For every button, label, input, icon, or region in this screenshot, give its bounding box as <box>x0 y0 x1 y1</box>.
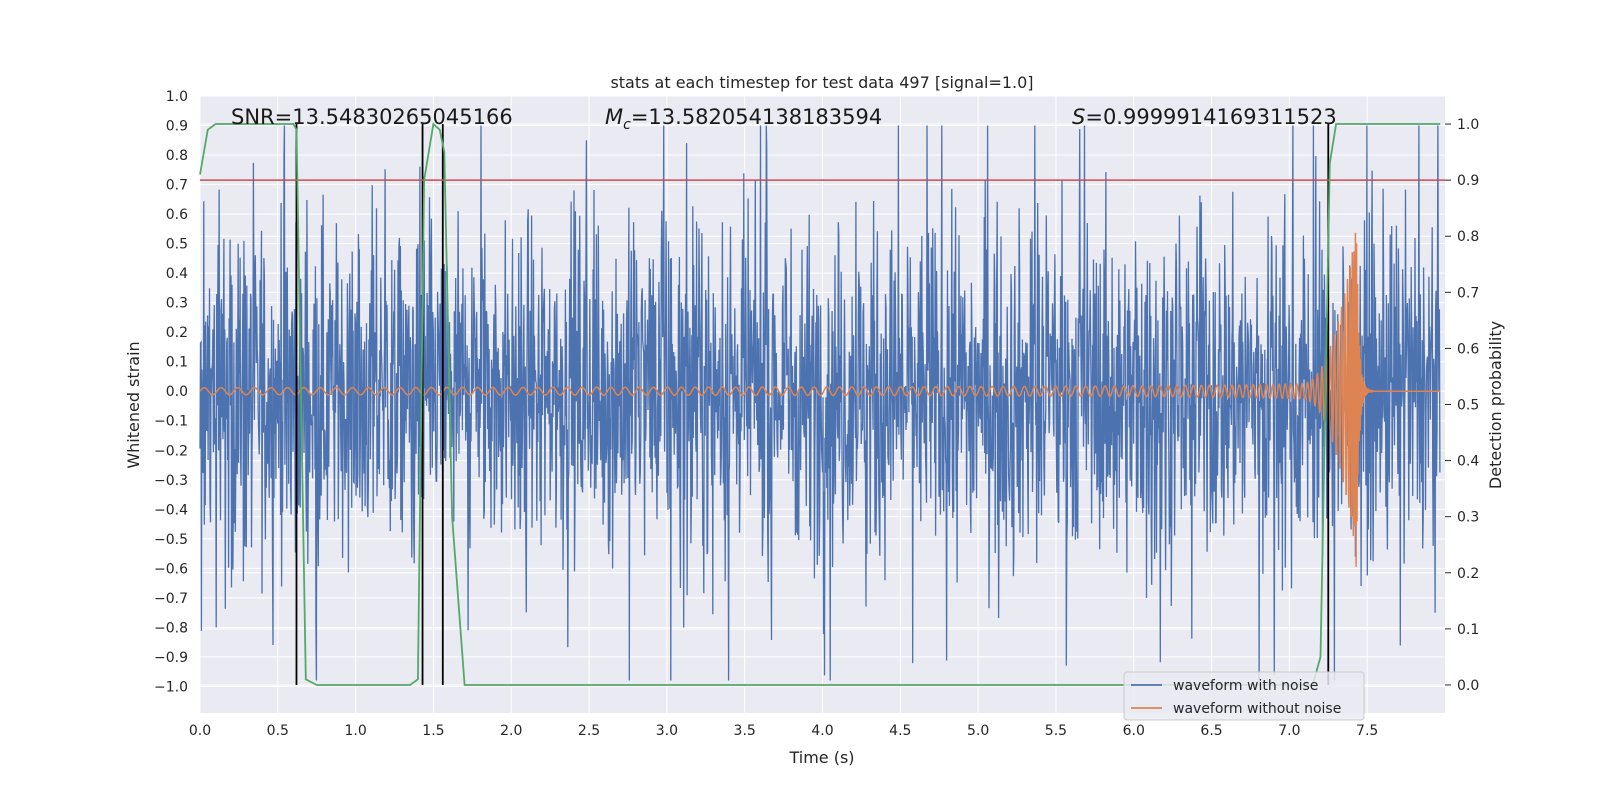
y-tick-label: −0.7 <box>154 591 188 607</box>
y-tick-label: −0.2 <box>154 443 188 459</box>
y-tick-label: 0.4 <box>166 266 188 282</box>
x-tick-label: 1.5 <box>422 723 444 739</box>
y2-tick-label: 0.1 <box>1457 622 1479 638</box>
snr-annotation: SNR=13.54830265045166 <box>231 105 513 129</box>
x-tick-label: 1.0 <box>344 723 366 739</box>
y-tick-label: −0.1 <box>154 414 188 430</box>
noise-waveform-line <box>199 125 1441 681</box>
chirp-waveform-line <box>199 232 1441 567</box>
x-tick-label: 5.0 <box>967 723 989 739</box>
x-tick-label: 0.5 <box>267 723 289 739</box>
x-ticks: 0.0 0.5 1.0 1.5 2.0 2.5 3.0 3.5 4.0 4.5 5.0 5.5 6.0 6… <box>189 723 1378 739</box>
x-tick-label: 6.5 <box>1200 723 1222 739</box>
y-tick-label: 0.5 <box>166 237 188 253</box>
x-tick-label: 4.5 <box>889 723 911 739</box>
legend-label-noise: waveform with noise <box>1173 678 1318 694</box>
y-tick-label: −0.4 <box>154 502 188 518</box>
x-tick-label: 4.0 <box>811 723 833 739</box>
s-value: =0.9999914169311523 <box>1085 105 1336 129</box>
x-tick-label: 3.0 <box>656 723 678 739</box>
x-tick-label: 7.0 <box>1278 723 1300 739</box>
y2-tick-label: 0.4 <box>1457 454 1479 470</box>
y-tick-label: −1.0 <box>154 679 188 695</box>
x-tick-label: 3.5 <box>734 723 756 739</box>
legend: waveform with noise waveform without noi… <box>1123 671 1365 721</box>
y2-tick-label: 0.6 <box>1457 341 1479 357</box>
probability-line <box>199 122 1441 686</box>
score-annotation: S=0.9999914169311523 <box>1072 105 1337 129</box>
y2-tick-label: 0.3 <box>1457 510 1479 526</box>
y2-tick-label: 1.0 <box>1457 117 1479 133</box>
y2-ticks: 1.0 0.9 0.8 0.7 0.6 0.5 0.4 0.3 0.2 0.1 0.0 <box>1445 117 1479 694</box>
chirp-mass-annotation: Mc=13.582054138183594 <box>605 105 882 133</box>
y-tick-label: 1.0 <box>166 89 188 105</box>
y-tick-label: −0.8 <box>154 620 188 636</box>
legend-box <box>1123 671 1365 721</box>
y-tick-label: −0.5 <box>154 532 188 548</box>
y-tick-label: −0.9 <box>154 650 188 666</box>
y-tick-label: 0.8 <box>166 148 188 164</box>
mc-subscript: c <box>623 117 631 133</box>
y-tick-label: 0.7 <box>166 178 188 194</box>
signal-series <box>199 232 1441 567</box>
chart-title: stats at each timestep for test data 497… <box>610 73 1033 92</box>
y-tick-label: 0.3 <box>166 296 188 312</box>
x-tick-label: 6.0 <box>1123 723 1145 739</box>
y-tick-label: 0.2 <box>166 325 188 341</box>
mc-symbol: M <box>605 105 623 129</box>
y2-tick-label: 0.0 <box>1457 678 1479 694</box>
y2-tick-label: 0.2 <box>1457 566 1479 582</box>
x-axis-label: Time (s) <box>788 748 854 767</box>
s-symbol: S <box>1072 105 1085 129</box>
y2-axis-label: Detection probability <box>1486 321 1505 489</box>
y-ticks: 1.0 0.9 0.8 0.7 0.6 0.5 0.4 0.3 0.2 0.1 0.0 −0.1 −0.… <box>154 89 188 695</box>
probability-series <box>199 122 1441 686</box>
y-tick-label: −0.6 <box>154 561 188 577</box>
x-tick-label: 5.5 <box>1045 723 1067 739</box>
y-tick-label: 0.6 <box>166 207 188 223</box>
x-tick-label: 2.5 <box>578 723 600 739</box>
y-tick-label: 0.9 <box>166 119 188 135</box>
y-tick-label: 0.0 <box>166 384 188 400</box>
x-tick-label: 2.0 <box>500 723 522 739</box>
x-tick-label: 7.5 <box>1356 723 1378 739</box>
x-tick-label: 0.0 <box>189 723 211 739</box>
y-tick-label: 0.1 <box>166 355 188 371</box>
y-tick-label: −0.3 <box>154 473 188 489</box>
y2-tick-label: 0.8 <box>1457 229 1479 245</box>
y2-tick-label: 0.7 <box>1457 285 1479 301</box>
mc-value: =13.582054138183594 <box>631 105 882 129</box>
y-axis-label: Whitened strain <box>124 341 143 468</box>
legend-label-signal: waveform without noise <box>1173 701 1341 717</box>
noise-series <box>199 125 1441 681</box>
y2-tick-label: 0.5 <box>1457 398 1479 414</box>
y2-tick-label: 0.9 <box>1457 173 1479 189</box>
